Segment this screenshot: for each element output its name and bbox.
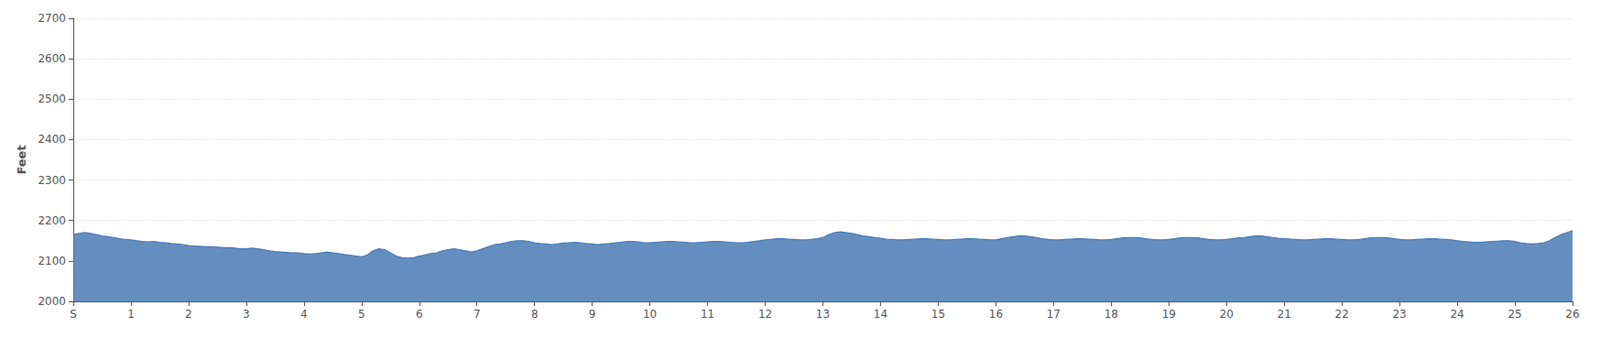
- svg-text:24: 24: [1449, 307, 1464, 321]
- svg-text:2000: 2000: [37, 294, 66, 308]
- svg-text:15: 15: [931, 307, 946, 321]
- svg-text:6: 6: [415, 307, 424, 321]
- svg-text:2400: 2400: [37, 132, 66, 146]
- svg-text:25: 25: [1507, 307, 1522, 321]
- svg-text:19: 19: [1162, 307, 1176, 321]
- svg-text:Feet: Feet: [14, 144, 29, 175]
- svg-text:18: 18: [1104, 307, 1119, 321]
- svg-text:2700: 2700: [37, 11, 66, 25]
- svg-text:20: 20: [1219, 307, 1234, 321]
- svg-text:23: 23: [1392, 307, 1406, 321]
- svg-text:4: 4: [300, 307, 308, 321]
- svg-text:14: 14: [873, 307, 888, 321]
- svg-text:5: 5: [358, 307, 366, 321]
- svg-text:2200: 2200: [37, 214, 66, 228]
- svg-text:22: 22: [1335, 307, 1350, 321]
- svg-text:10: 10: [642, 307, 657, 321]
- svg-text:17: 17: [1046, 307, 1061, 321]
- svg-text:21: 21: [1277, 307, 1292, 321]
- svg-text:26: 26: [1565, 307, 1579, 321]
- svg-text:2100: 2100: [37, 254, 66, 268]
- svg-text:2600: 2600: [37, 52, 66, 66]
- svg-text:16: 16: [989, 307, 1003, 321]
- svg-text:2300: 2300: [37, 174, 66, 187]
- svg-text:9: 9: [588, 307, 597, 321]
- svg-text:7: 7: [473, 307, 481, 321]
- svg-text:1: 1: [127, 307, 135, 321]
- svg-text:2: 2: [185, 307, 193, 321]
- svg-text:13: 13: [816, 307, 830, 321]
- svg-text:2500: 2500: [37, 92, 66, 106]
- svg-text:S: S: [69, 307, 77, 321]
- svg-text:3: 3: [242, 307, 251, 321]
- svg-text:11: 11: [700, 307, 715, 321]
- svg-text:12: 12: [758, 307, 773, 321]
- svg-text:8: 8: [531, 307, 539, 321]
